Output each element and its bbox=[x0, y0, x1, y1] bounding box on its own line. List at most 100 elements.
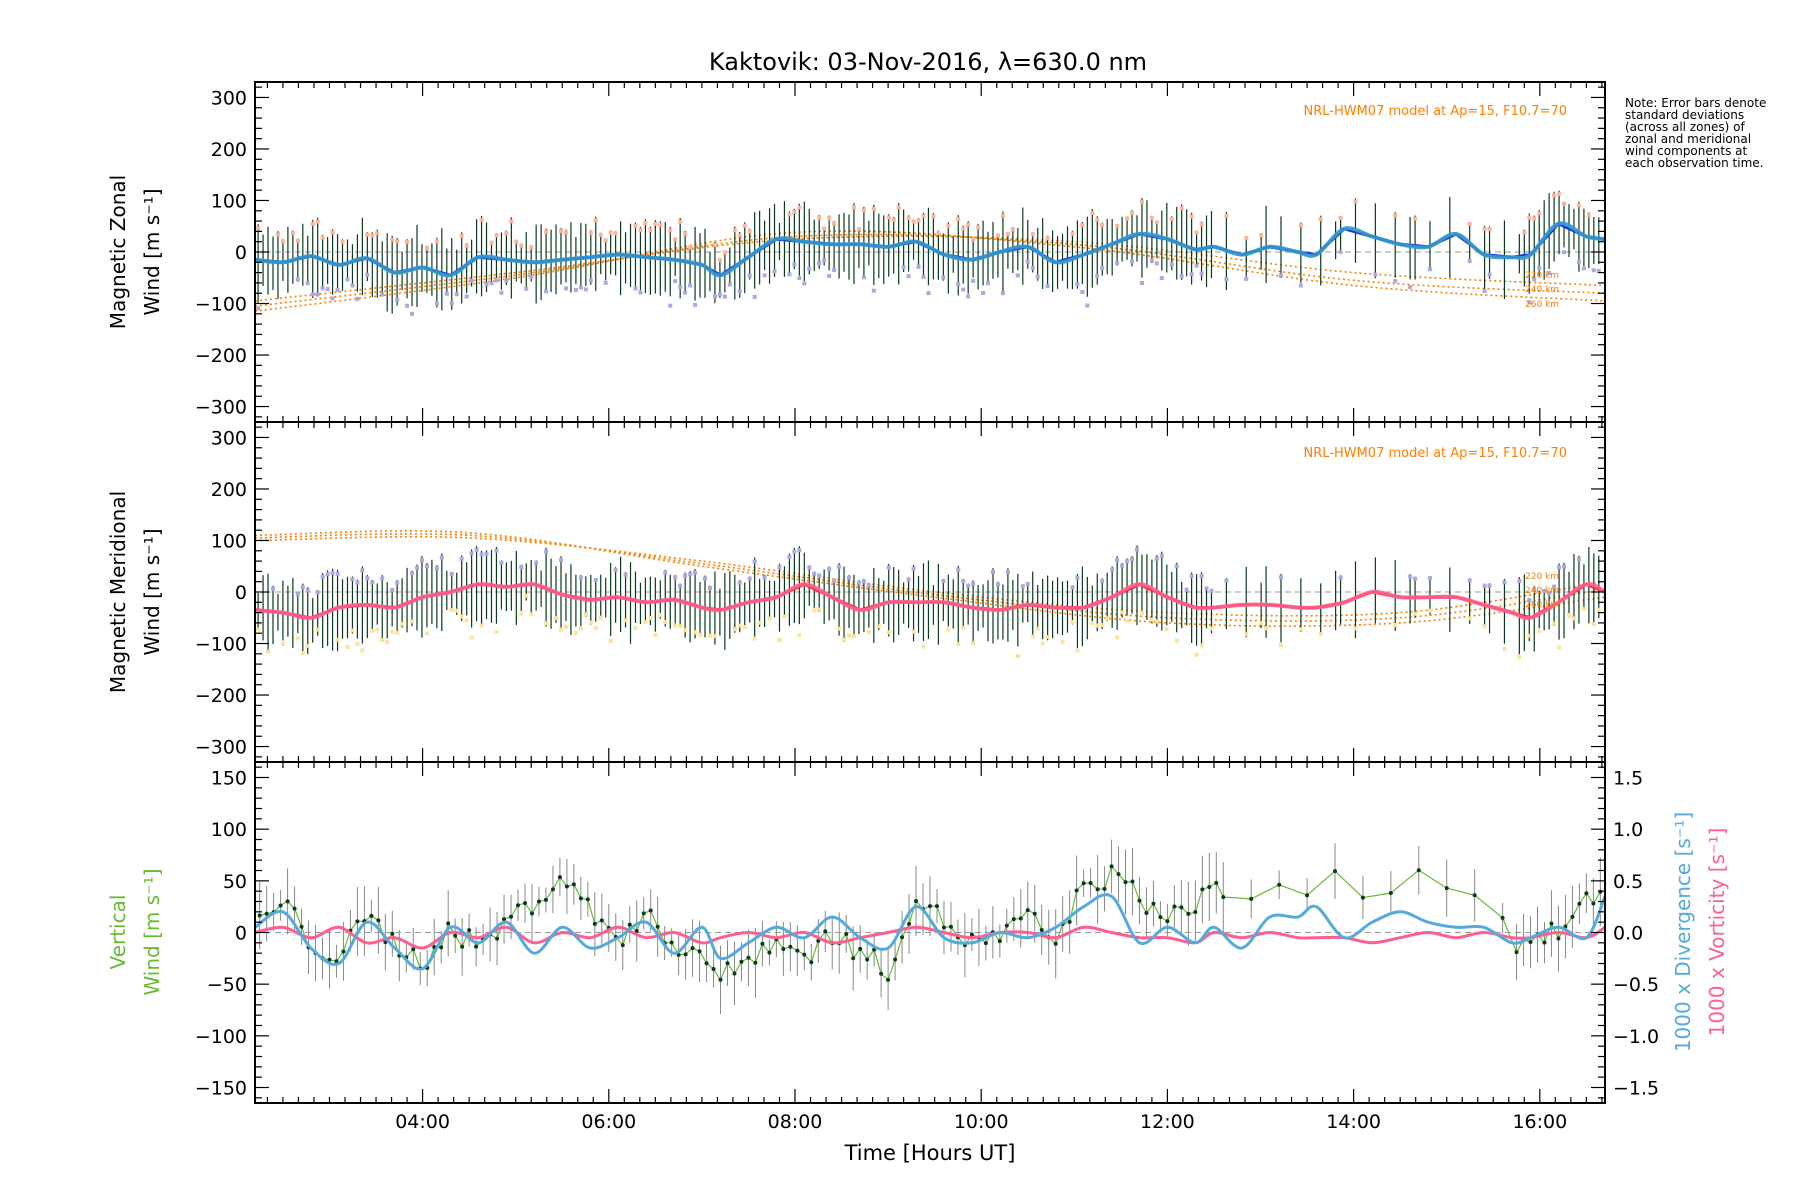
vertical-point bbox=[851, 956, 856, 961]
scatter-point bbox=[519, 243, 524, 248]
scatter-point bbox=[1576, 557, 1581, 562]
scatter-point bbox=[489, 281, 494, 286]
scatter-point bbox=[832, 578, 837, 583]
scatter-point bbox=[479, 552, 484, 557]
vertical-point bbox=[1193, 910, 1198, 915]
scatter-point bbox=[519, 611, 524, 616]
vertical-point bbox=[1018, 916, 1023, 921]
scatter-point bbox=[290, 231, 295, 236]
scatter-point bbox=[712, 294, 717, 299]
scatter-point bbox=[623, 572, 628, 577]
scatter-point bbox=[1030, 634, 1035, 639]
scatter-point bbox=[827, 567, 832, 572]
scatter-point bbox=[986, 281, 991, 286]
scatter-point bbox=[1209, 626, 1214, 631]
vertical-point bbox=[1081, 881, 1086, 886]
vertical-point bbox=[1053, 941, 1058, 946]
vertical-point bbox=[900, 935, 905, 940]
scatter-point bbox=[256, 627, 261, 632]
scatter-point bbox=[921, 214, 926, 219]
scatter-point bbox=[1279, 642, 1283, 647]
scatter-point bbox=[1318, 632, 1323, 637]
scatter-point bbox=[350, 628, 355, 633]
scatter-point bbox=[966, 222, 971, 227]
scatter-point bbox=[459, 556, 464, 561]
scatter-point bbox=[817, 573, 822, 578]
vertical-point bbox=[690, 946, 695, 951]
scatter-point bbox=[295, 238, 300, 243]
scatter-point bbox=[1025, 582, 1030, 587]
scatter-point bbox=[583, 287, 588, 292]
scatter-point bbox=[678, 220, 683, 225]
zonal-ylabel: Magnetic Zonal Wind [m s⁻¹] bbox=[106, 175, 164, 329]
scatter-point bbox=[792, 262, 797, 267]
scatter-point bbox=[424, 246, 429, 251]
scatter-point bbox=[514, 239, 519, 244]
scatter-point bbox=[1393, 213, 1398, 218]
vertical-point bbox=[257, 913, 262, 918]
scatter-point bbox=[1115, 557, 1120, 562]
scatter-point bbox=[395, 580, 400, 585]
scatter-point bbox=[1427, 576, 1432, 581]
vertical-ylabel-line1: Vertical bbox=[106, 895, 130, 970]
scatter-point bbox=[1179, 206, 1184, 211]
scatter-point bbox=[405, 240, 410, 245]
vertical-point bbox=[1095, 887, 1100, 892]
scatter-point bbox=[1298, 627, 1303, 632]
scatter-point bbox=[1209, 588, 1214, 593]
scatter-point bbox=[524, 286, 529, 291]
scatter-point bbox=[981, 290, 986, 295]
scatter-point bbox=[1000, 213, 1005, 218]
scatter-point bbox=[559, 627, 563, 632]
scatter-point bbox=[1194, 263, 1199, 268]
vertical-point bbox=[439, 945, 444, 950]
vertical-point bbox=[739, 959, 744, 964]
model-curve-260km bbox=[254, 530, 1606, 627]
scatter-point bbox=[1204, 586, 1209, 591]
scatter-point bbox=[1467, 578, 1472, 583]
y-tick-label: 150 bbox=[211, 768, 247, 790]
vertical-point bbox=[369, 913, 374, 918]
background-layer bbox=[255, 251, 1605, 933]
scatter-point bbox=[1139, 199, 1144, 204]
vertical-point bbox=[893, 957, 898, 962]
scatter-point bbox=[588, 278, 593, 283]
scatter-point bbox=[906, 577, 911, 582]
vertical-point bbox=[907, 921, 912, 926]
meridional-model-label-260: 260 km bbox=[1525, 600, 1559, 610]
scatter-point bbox=[1596, 268, 1601, 273]
vertical-point bbox=[1249, 896, 1254, 901]
scatter-point bbox=[966, 583, 971, 588]
vertical-point bbox=[474, 944, 479, 949]
scatter-point bbox=[683, 290, 688, 295]
scatter-point bbox=[747, 273, 752, 278]
scatter-point bbox=[906, 274, 911, 279]
scatter-point bbox=[787, 272, 792, 277]
data-layer bbox=[254, 190, 1607, 1014]
scatter-point bbox=[424, 564, 429, 569]
scatter-point bbox=[1596, 607, 1601, 612]
scatter-point bbox=[494, 278, 499, 283]
scatter-point bbox=[573, 631, 578, 636]
scatter-point bbox=[1552, 584, 1557, 589]
axes-layer: 04:00 06:00 08:00 10:00 12:00 14:00 16:00 −300 −… bbox=[195, 82, 1659, 1133]
scatter-point bbox=[1532, 587, 1537, 592]
vertical-point bbox=[802, 952, 807, 957]
vertical-ylabel-line2: Wind [m s⁻¹] bbox=[140, 868, 164, 995]
scatter-point bbox=[524, 593, 529, 598]
scatter-point bbox=[608, 230, 613, 235]
scatter-point bbox=[1130, 259, 1135, 264]
scatter-point bbox=[1244, 236, 1249, 241]
scatter-point bbox=[797, 633, 802, 638]
scatter-point bbox=[578, 285, 583, 290]
vertical-point bbox=[390, 931, 395, 936]
scatter-point bbox=[280, 641, 285, 646]
scatter-point bbox=[280, 239, 285, 244]
scatter-point bbox=[961, 579, 966, 584]
y-tick-label: 50 bbox=[223, 871, 247, 893]
scatter-group bbox=[256, 547, 1601, 659]
scatter-point bbox=[1557, 191, 1562, 196]
scatter-point bbox=[335, 571, 340, 576]
scatter-point bbox=[1030, 232, 1035, 237]
scatter-point bbox=[1070, 619, 1075, 624]
